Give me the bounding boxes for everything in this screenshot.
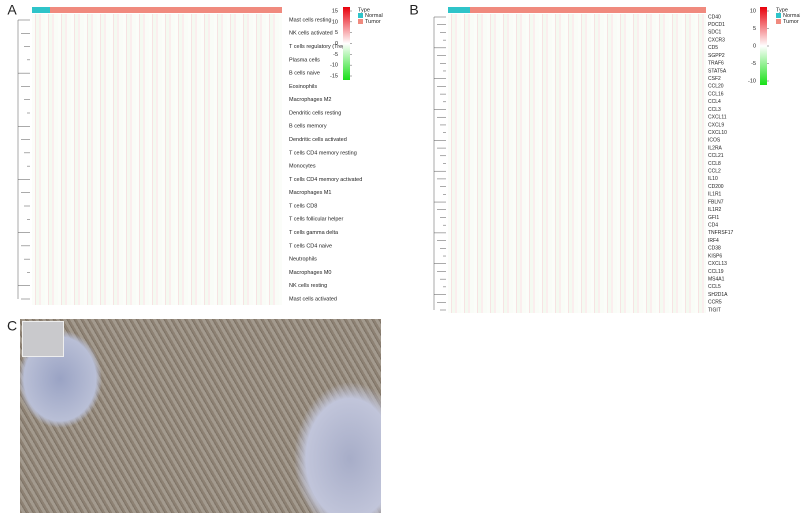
row-label: CD5 xyxy=(708,45,718,51)
colorbar xyxy=(343,7,350,80)
row-label: Dendritic cells resting xyxy=(289,110,341,116)
row-label: CCL4 xyxy=(708,99,721,105)
row-label: Macrophages M1 xyxy=(289,190,332,196)
row-label: CXCL9 xyxy=(708,122,724,128)
row-label: Macrophages M2 xyxy=(289,97,332,103)
row-label: Mast cells activated xyxy=(289,296,337,302)
panel-label: B xyxy=(409,2,418,18)
row-label: Monocytes xyxy=(289,164,316,170)
colorbar-tick-label: 15 xyxy=(332,8,338,14)
row-label: NK cells activated xyxy=(289,31,333,37)
row-label: MS4A1 xyxy=(708,276,725,282)
colorbar-tick-label: -5 xyxy=(333,52,338,58)
legend-swatch xyxy=(776,19,781,24)
legend-label: Normal xyxy=(365,13,383,19)
row-label: T cells CD4 memory resting xyxy=(289,150,357,156)
row-label: T cells regulatory (Tregs) xyxy=(289,44,350,50)
row-label: SH2D1A xyxy=(708,292,728,298)
row-label: CCL2 xyxy=(708,169,721,175)
legend-label: Normal xyxy=(783,13,800,19)
row-label: T cells gamma delta xyxy=(289,230,339,236)
row-label: T cells CD4 memory activated xyxy=(289,177,362,183)
row-label: FBLN7 xyxy=(708,199,724,205)
row-label: CCL20 xyxy=(708,84,724,90)
row-label: IL2RA xyxy=(708,145,723,151)
row-label: STAT5A xyxy=(708,68,727,74)
row-label: Dendritic cells activated xyxy=(289,137,347,143)
row-label: NK cells resting xyxy=(289,283,327,289)
row-label: CCL3 xyxy=(708,107,721,113)
row-label: CD4 xyxy=(708,223,718,229)
row-label: Neutrophils xyxy=(289,257,317,263)
row-label: CCL16 xyxy=(708,91,724,97)
row-label: CCL19 xyxy=(708,269,724,275)
row-label: CXCR3 xyxy=(708,37,725,43)
legend-title: Type xyxy=(358,7,370,13)
type-bar-normal xyxy=(448,7,470,13)
row-label: GFI1 xyxy=(708,215,719,221)
colorbar-tick-label: -5 xyxy=(751,61,756,67)
histology-image xyxy=(20,319,381,513)
row-label: CXCL13 xyxy=(708,261,727,267)
legend-title: Type xyxy=(776,7,788,13)
legend-label: Tumor xyxy=(365,19,381,25)
row-label: SGPP2 xyxy=(708,53,725,59)
row-label: CXCL10 xyxy=(708,130,727,136)
type-bar-tumor xyxy=(50,7,282,13)
colorbar-tick-label: -10 xyxy=(330,63,338,69)
row-label: TIGIT xyxy=(708,307,721,313)
row-label: CCL21 xyxy=(708,153,724,159)
legend-swatch xyxy=(358,19,363,24)
colorbar xyxy=(760,7,767,85)
histology-inset xyxy=(22,321,64,357)
colorbar-tick-label: 10 xyxy=(332,19,338,25)
colorbar-tick-label: -15 xyxy=(330,73,338,79)
row-label: Mast cells resting xyxy=(289,17,332,23)
row-label: T cells CD4 naive xyxy=(289,243,332,249)
colorbar-tick-label: 0 xyxy=(753,43,756,49)
heatmap-a xyxy=(32,14,282,305)
row-label: PDCD1 xyxy=(708,22,725,28)
row-label: KISP6 xyxy=(708,253,722,259)
row-label: T cells follicular helper xyxy=(289,217,343,223)
panel-label: A xyxy=(7,2,17,18)
row-label: B cells memory xyxy=(289,124,327,130)
legend-swatch xyxy=(776,13,781,18)
row-label: CCL5 xyxy=(708,284,721,290)
type-bar-normal xyxy=(32,7,50,13)
row-label: T cells CD8 xyxy=(289,203,317,209)
legend-swatch xyxy=(358,13,363,18)
row-label: TNFRSF17 xyxy=(708,230,734,236)
row-label: ICOS xyxy=(708,138,721,144)
row-label: IL1R1 xyxy=(708,192,722,198)
colorbar-tick-label: 5 xyxy=(335,30,338,36)
row-label: Plasma cells xyxy=(289,57,320,63)
row-label: CD200 xyxy=(708,184,724,190)
heatmap-b xyxy=(448,14,706,313)
row-label: Eosinophils xyxy=(289,84,317,90)
row-label: TRAF6 xyxy=(708,61,724,67)
panel-label: C xyxy=(7,318,17,334)
colorbar-tick-label: -10 xyxy=(748,78,756,84)
type-bar-tumor xyxy=(470,7,706,13)
row-label: CCR5 xyxy=(708,300,722,306)
row-label: CXCL11 xyxy=(708,115,727,121)
colorbar-tick-label: 10 xyxy=(750,8,756,14)
row-label: CCL8 xyxy=(708,161,721,167)
legend-label: Tumor xyxy=(783,19,799,25)
row-label: IL10 xyxy=(708,176,718,182)
colorbar-tick-label: 0 xyxy=(335,41,338,47)
row-label: CSF2 xyxy=(708,76,721,82)
row-label: CD38 xyxy=(708,246,721,252)
row-label: SDC1 xyxy=(708,30,722,36)
row-label: B cells naive xyxy=(289,71,320,77)
row-label: CD40 xyxy=(708,14,721,20)
row-label: IRF4 xyxy=(708,238,719,244)
row-label: IL1R2 xyxy=(708,207,722,213)
colorbar-tick-label: 5 xyxy=(753,26,756,32)
row-label: Macrophages M0 xyxy=(289,270,332,276)
